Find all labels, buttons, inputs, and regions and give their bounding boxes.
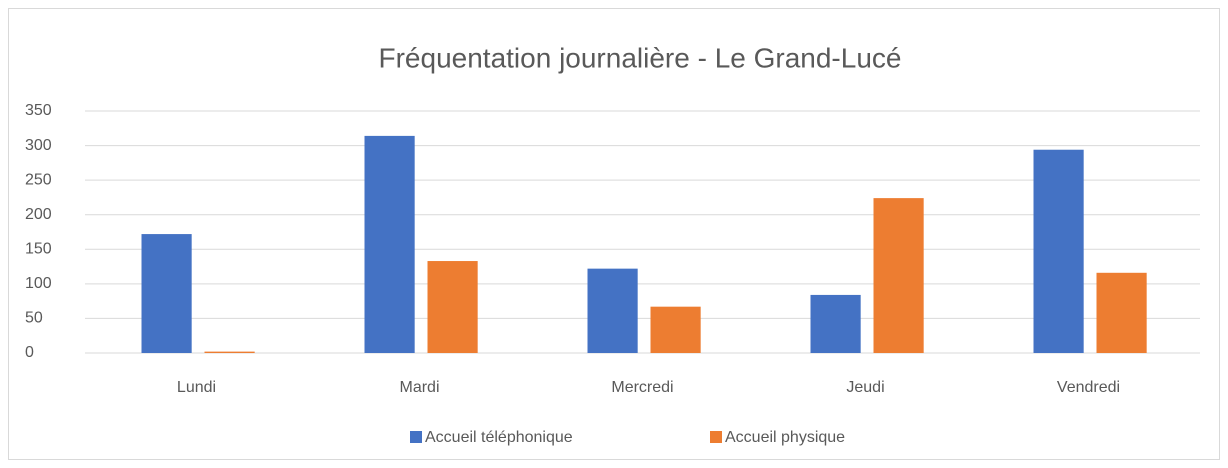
x-tick-label: Mercredi [611, 379, 673, 396]
y-tick-label: 100 [25, 275, 52, 292]
bar [364, 135, 415, 353]
bar [204, 351, 255, 353]
y-tick-label: 250 [25, 171, 52, 188]
y-tick-label: 150 [25, 241, 52, 258]
bar [873, 198, 924, 353]
bar [650, 306, 701, 353]
y-tick-label: 50 [25, 310, 43, 327]
bar [810, 294, 861, 353]
y-tick-label: 350 [25, 102, 52, 119]
x-tick-label: Jeudi [846, 379, 884, 396]
legend-label: Accueil physique [725, 429, 845, 446]
chart-border [8, 8, 1220, 460]
legend-label: Accueil téléphonique [425, 429, 573, 446]
legend-swatch [710, 431, 722, 443]
x-tick-label: Vendredi [1057, 379, 1120, 396]
x-tick-label: Lundi [177, 379, 216, 396]
bar [587, 268, 638, 353]
bar [1033, 149, 1084, 353]
x-tick-label: Mardi [399, 379, 439, 396]
chart-title: Fréquentation journalière - Le Grand-Luc… [379, 42, 902, 73]
bar [1096, 272, 1147, 353]
y-tick-label: 200 [25, 206, 52, 223]
bar [427, 261, 478, 353]
legend-swatch [410, 431, 422, 443]
y-tick-label: 0 [25, 344, 34, 361]
bar [141, 234, 192, 353]
y-tick-label: 300 [25, 137, 52, 154]
